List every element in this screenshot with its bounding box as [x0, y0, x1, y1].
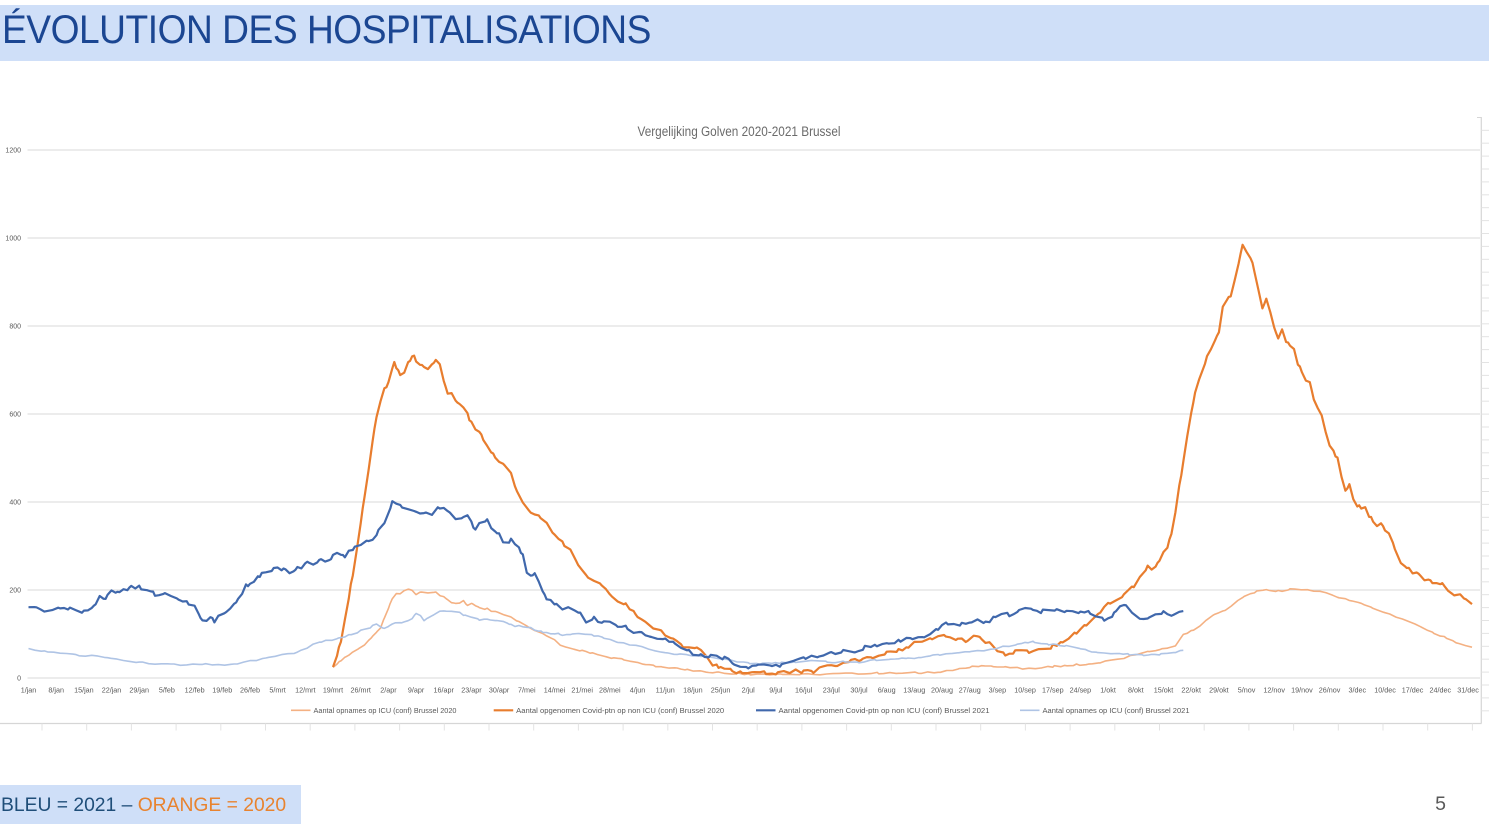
svg-text:31/dec: 31/dec — [1457, 686, 1479, 695]
svg-text:19/mrt: 19/mrt — [323, 686, 343, 695]
svg-text:12/mrt: 12/mrt — [295, 686, 315, 695]
svg-text:18/jun: 18/jun — [683, 686, 703, 695]
svg-text:800: 800 — [9, 323, 21, 330]
svg-text:11/jun: 11/jun — [656, 686, 675, 695]
svg-text:15/okt: 15/okt — [1154, 686, 1174, 695]
svg-text:400: 400 — [9, 499, 21, 506]
svg-text:29/okt: 29/okt — [1209, 686, 1229, 695]
svg-text:26/feb: 26/feb — [240, 686, 260, 695]
svg-text:14/mei: 14/mei — [544, 686, 566, 695]
svg-text:19/feb: 19/feb — [212, 686, 232, 695]
svg-text:23/jul: 23/jul — [823, 686, 841, 695]
svg-text:1/jan: 1/jan — [21, 686, 37, 695]
svg-text:27/aug: 27/aug — [959, 686, 981, 695]
svg-text:6/aug: 6/aug — [878, 686, 896, 695]
svg-text:30/jul: 30/jul — [850, 686, 868, 695]
svg-text:15/jan: 15/jan — [74, 686, 94, 695]
svg-text:30/apr: 30/apr — [489, 686, 510, 695]
svg-text:600: 600 — [9, 411, 21, 418]
svg-text:1200: 1200 — [5, 147, 21, 154]
svg-text:9/apr: 9/apr — [408, 686, 425, 695]
svg-text:Aantal opnames op ICU (conf) B: Aantal opnames op ICU (conf) Brussel 202… — [1043, 708, 1190, 715]
svg-text:200: 200 — [9, 587, 21, 594]
svg-text:10/sep: 10/sep — [1014, 686, 1036, 695]
svg-text:22/jan: 22/jan — [102, 686, 122, 695]
svg-text:7/mei: 7/mei — [518, 686, 536, 695]
svg-text:20/aug: 20/aug — [931, 686, 953, 695]
svg-text:5/feb: 5/feb — [159, 686, 175, 695]
svg-text:Aantal opgenomen Covid-ptn op: Aantal opgenomen Covid-ptn op non ICU (c… — [779, 708, 990, 715]
svg-text:28/mei: 28/mei — [599, 686, 621, 695]
svg-text:9/jul: 9/jul — [769, 686, 783, 695]
svg-text:29/jan: 29/jan — [129, 686, 149, 695]
svg-text:12/nov: 12/nov — [1263, 686, 1285, 695]
svg-text:4/jun: 4/jun — [630, 686, 646, 695]
svg-text:8/okt: 8/okt — [1128, 686, 1144, 695]
svg-text:5/mrt: 5/mrt — [269, 686, 285, 695]
svg-text:19/nov: 19/nov — [1291, 686, 1313, 695]
svg-text:2/apr: 2/apr — [380, 686, 397, 695]
svg-text:17/dec: 17/dec — [1402, 686, 1424, 695]
svg-text:24/dec: 24/dec — [1430, 686, 1452, 695]
svg-text:16/jul: 16/jul — [795, 686, 813, 695]
svg-text:Vergelijking Golven 2020-2021: Vergelijking Golven 2020-2021 Brussel — [638, 124, 841, 139]
svg-text:Aantal opnames op ICU (conf) B: Aantal opnames op ICU (conf) Brussel 202… — [314, 708, 457, 715]
svg-text:10/dec: 10/dec — [1374, 686, 1396, 695]
svg-text:8/jan: 8/jan — [48, 686, 64, 695]
svg-text:23/apr: 23/apr — [461, 686, 482, 695]
svg-text:1/okt: 1/okt — [1100, 686, 1116, 695]
svg-text:0: 0 — [17, 675, 21, 682]
svg-text:12/feb: 12/feb — [185, 686, 205, 695]
svg-text:5/nov: 5/nov — [1238, 686, 1256, 695]
svg-text:13/aug: 13/aug — [903, 686, 925, 695]
svg-text:17/sep: 17/sep — [1042, 686, 1064, 695]
svg-text:Aantal opgenomen Covid-ptn op: Aantal opgenomen Covid-ptn op non ICU (c… — [516, 708, 724, 715]
svg-text:2/jul: 2/jul — [742, 686, 756, 695]
svg-text:25/jun: 25/jun — [711, 686, 731, 695]
svg-text:26/mrt: 26/mrt — [351, 686, 371, 695]
svg-text:3/dec: 3/dec — [1349, 686, 1367, 695]
svg-text:1000: 1000 — [5, 235, 21, 242]
svg-text:22/okt: 22/okt — [1181, 686, 1201, 695]
svg-text:16/apr: 16/apr — [434, 686, 455, 695]
svg-text:24/sep: 24/sep — [1070, 686, 1092, 695]
svg-text:3/sep: 3/sep — [989, 686, 1007, 695]
svg-text:26/nov: 26/nov — [1319, 686, 1341, 695]
svg-text:21/mei: 21/mei — [571, 686, 593, 695]
